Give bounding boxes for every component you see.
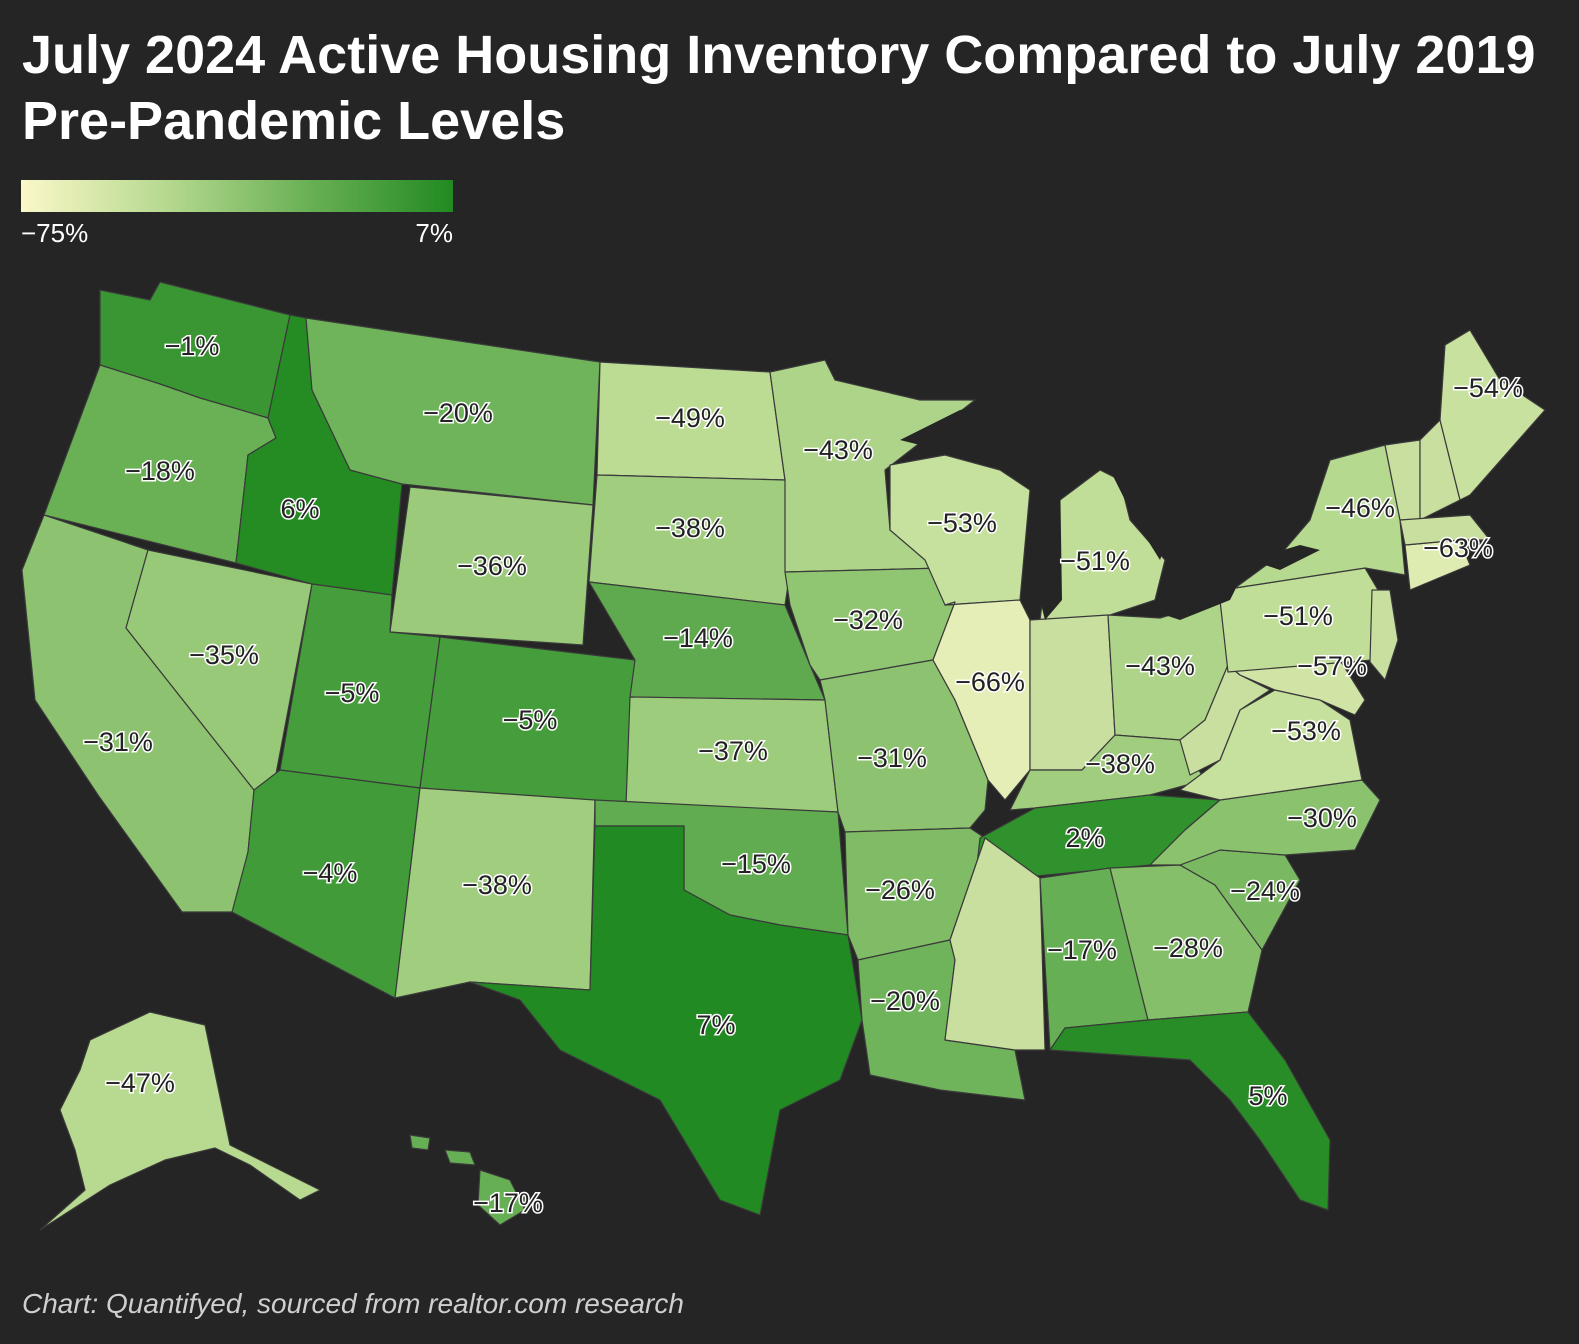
legend-min-label: −75%: [21, 218, 89, 248]
great-lake-5: [1250, 545, 1320, 570]
state-in: [1029, 614, 1116, 771]
state-me: [1439, 329, 1546, 501]
state-ak: [39, 1011, 321, 1231]
state-label-ok: −15%: [721, 849, 791, 879]
state-label-ga: −28%: [1153, 933, 1223, 963]
state-label-mo: −31%: [857, 743, 927, 773]
state-hi: [409, 1134, 526, 1226]
state-label-wy: −36%: [457, 551, 527, 581]
state-label-ne: −14%: [663, 623, 733, 653]
state-label-oh: −43%: [1125, 651, 1195, 681]
state-label-md: −57%: [1297, 651, 1367, 681]
state-label-mt: −20%: [423, 398, 493, 428]
state-label-ct: −63%: [1423, 533, 1493, 563]
state-label-fl: 5%: [1248, 1081, 1287, 1111]
state-label-sc: −24%: [1230, 876, 1300, 906]
state-label-al: −17%: [1047, 935, 1117, 965]
state-label-ut: −5%: [325, 678, 380, 708]
state-label-tn: 2%: [1065, 823, 1104, 853]
state-label-la: −20%: [870, 986, 940, 1016]
chart-source-caption: Chart: Quantifyed, sourced from realtor.…: [22, 1288, 684, 1319]
state-label-wi: −53%: [927, 508, 997, 538]
state-nc: [1149, 779, 1381, 866]
state-label-wa: −1%: [165, 331, 220, 361]
state-label-il: −66%: [955, 667, 1025, 697]
state-fl: [1049, 1011, 1331, 1211]
state-ma: [1399, 514, 1491, 546]
state-label-nd: −49%: [655, 403, 725, 433]
state-label-tx: 7%: [696, 1010, 735, 1040]
state-label-ca: −31%: [83, 727, 153, 757]
state-label-hi: −17%: [473, 1188, 543, 1218]
state-label-mi: −51%: [1060, 546, 1130, 576]
state-label-nc: −30%: [1287, 803, 1357, 833]
state-label-pa: −51%: [1263, 601, 1333, 631]
state-md: [1227, 659, 1366, 716]
state-label-ar: −26%: [865, 875, 935, 905]
state-il: [932, 599, 1031, 801]
state-label-ia: −32%: [833, 605, 903, 635]
state-label-id: 6%: [280, 494, 319, 524]
state-label-co: −5%: [503, 705, 558, 735]
great-lake-4: [1150, 580, 1240, 620]
state-label-sd: −38%: [655, 513, 725, 543]
state-label-ky: −38%: [1085, 749, 1155, 779]
chart-title: July 2024 Active Housing Inventory Compa…: [22, 25, 1536, 151]
state-tx: [469, 825, 863, 1216]
state-wv: [1179, 664, 1271, 776]
great-lake-1: [900, 400, 1060, 450]
great-lake-3: [1110, 470, 1175, 560]
state-nj: [1369, 589, 1399, 681]
state-label-ks: −37%: [698, 736, 768, 766]
state-label-va: −53%: [1271, 716, 1341, 746]
legend-max-label: 7%: [415, 218, 453, 248]
color-legend: −75% 7%: [21, 180, 453, 250]
state-wy: [389, 486, 594, 646]
state-label-nv: −35%: [189, 640, 259, 670]
state-label-mn: −43%: [803, 435, 873, 465]
state-label-ak: −47%: [105, 1068, 175, 1098]
state-label-ny: −46%: [1325, 493, 1395, 523]
state-mn: [769, 359, 976, 573]
legend-gradient-bar: [21, 180, 453, 212]
us-states-map: −1% −18% −31% −35% 6% −20% −36% −5% −5% −4% −38% −4…: [0, 270, 1579, 1270]
state-ms: [944, 837, 1046, 1051]
state-label-me: −54%: [1453, 373, 1523, 403]
state-label-nm: −38%: [462, 870, 532, 900]
great-lake-2: [1030, 470, 1062, 620]
state-label-or: −18%: [125, 456, 195, 486]
map-svg: −1% −18% −31% −35% 6% −20% −36% −5% −5% −4% −38% −4…: [21, 281, 1546, 1231]
state-label-az: −4%: [303, 858, 358, 888]
